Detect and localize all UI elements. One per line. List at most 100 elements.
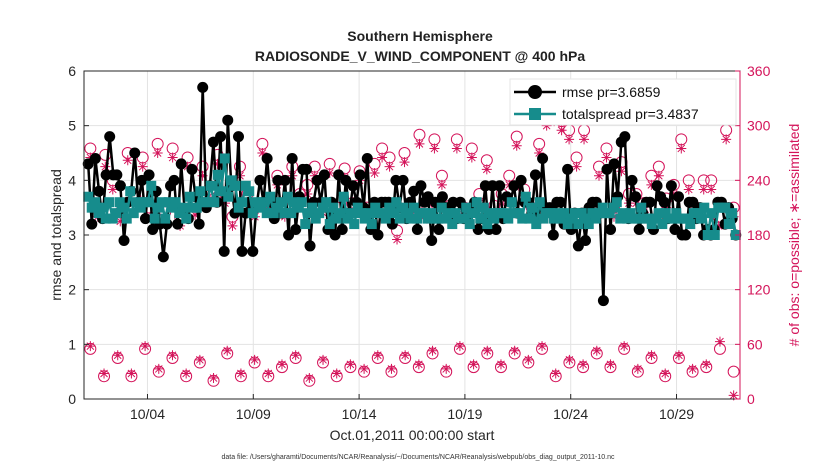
rmse-point (114, 180, 126, 192)
totalspread-point (440, 213, 451, 224)
totalspread-point (552, 208, 563, 219)
totalspread-point (153, 202, 164, 213)
totalspread-point (174, 208, 185, 219)
totalspread-point (335, 208, 346, 219)
rmse-point (254, 174, 266, 186)
obs-assimilated-marker (564, 354, 575, 365)
totalspread-point (195, 186, 206, 197)
totalspread-point (163, 197, 174, 208)
rmse-point (597, 295, 609, 307)
totalspread-point (457, 213, 468, 224)
rmse-point (186, 163, 198, 175)
totalspread-point (471, 197, 482, 208)
totalspread-point (520, 191, 531, 202)
obs-assimilated-marker (646, 350, 657, 361)
chart-title: Southern Hemisphere (347, 28, 493, 44)
totalspread-point (205, 180, 216, 191)
obs-assimilated-marker (194, 354, 205, 365)
totalspread-point (359, 213, 370, 224)
rmse-point (651, 180, 663, 192)
rmse-point (336, 224, 348, 236)
y-tick-label: 6 (68, 63, 76, 79)
x-tick-label: 10/19 (447, 406, 482, 422)
obs-assimilated-marker (556, 125, 567, 136)
obs-assimilated-marker (601, 152, 612, 163)
x-tick-label: 10/09 (236, 406, 271, 422)
totalspread-point (422, 213, 433, 224)
rmse-point (608, 158, 620, 170)
obs-assimilated-marker (571, 161, 582, 172)
totalspread-point (328, 202, 339, 213)
rmse-point (347, 180, 359, 192)
rmse-point (494, 180, 506, 192)
y-tick-label: 3 (68, 227, 76, 243)
totalspread-point (219, 153, 230, 164)
totalspread-point (468, 208, 479, 219)
totalspread-point (247, 208, 258, 219)
totalspread-point (482, 219, 493, 230)
legend-rmse-marker (528, 85, 542, 99)
obs-assimilated-marker (227, 220, 238, 231)
obs-assimilated-marker (676, 143, 687, 154)
rmse-point (197, 81, 209, 93)
obs-assimilated-marker (137, 161, 148, 172)
obs-assimilated-marker (107, 184, 118, 195)
totalspread-point (310, 213, 321, 224)
obs-assimilated-marker (523, 354, 534, 365)
totalspread-point (646, 219, 657, 230)
obs-assimilated-marker (451, 143, 462, 154)
rmse-point (673, 191, 685, 203)
rmse-point (415, 180, 427, 192)
obs-possible-marker (727, 365, 740, 378)
obs-assimilated-marker (115, 216, 126, 227)
obs-assimilated-marker (683, 184, 694, 195)
totalspread-point (499, 208, 510, 219)
totalspread-point (118, 202, 129, 213)
totalspread-point (202, 197, 213, 208)
obs-assimilated-marker (167, 350, 178, 361)
totalspread-point (559, 208, 570, 219)
totalspread-point (727, 208, 738, 219)
obs-assimilated-marker (222, 345, 233, 356)
totalspread-point (695, 213, 706, 224)
rmse-point (433, 224, 445, 236)
totalspread-point (562, 219, 573, 230)
obs-assimilated-marker (372, 350, 383, 361)
totalspread-point (342, 213, 353, 224)
totalspread-point (450, 208, 461, 219)
y2-axis-label: # of obs: o=possible; ∗=assimilated (786, 124, 802, 347)
totalspread-point (380, 213, 391, 224)
totalspread-point (405, 213, 416, 224)
rmse-point (143, 169, 155, 181)
obs-assimilated-marker (384, 161, 395, 172)
totalspread-point (412, 213, 423, 224)
totalspread-point (261, 208, 272, 219)
obs-assimilated-marker (468, 359, 479, 370)
y-tick-label: 2 (68, 282, 76, 298)
rmse-point (515, 174, 527, 186)
obs-assimilated-marker (197, 170, 208, 181)
rmse-point (529, 169, 541, 181)
totalspread-point (321, 197, 332, 208)
obs-assimilated-marker (400, 350, 411, 361)
totalspread-point (478, 202, 489, 213)
totalspread-point (660, 208, 671, 219)
totalspread-point (338, 191, 349, 202)
rmse-point (279, 174, 291, 186)
totalspread-point (265, 191, 276, 202)
totalspread-point (709, 230, 720, 240)
y2-tick-label: 180 (747, 227, 771, 243)
y2-tick-label: 360 (747, 63, 771, 79)
obs-assimilated-marker (466, 152, 477, 163)
totalspread-point (97, 202, 108, 213)
totalspread-point (279, 208, 290, 219)
y2-tick-label: 60 (747, 336, 763, 352)
totalspread-point (419, 208, 430, 219)
totalspread-point (657, 219, 668, 230)
totalspread-point (720, 202, 731, 213)
totalspread-point (573, 219, 584, 230)
obs-assimilated-marker (331, 368, 342, 379)
x-tick-label: 10/14 (342, 406, 377, 422)
totalspread-point (443, 208, 454, 219)
y-tick-label: 1 (68, 336, 76, 352)
